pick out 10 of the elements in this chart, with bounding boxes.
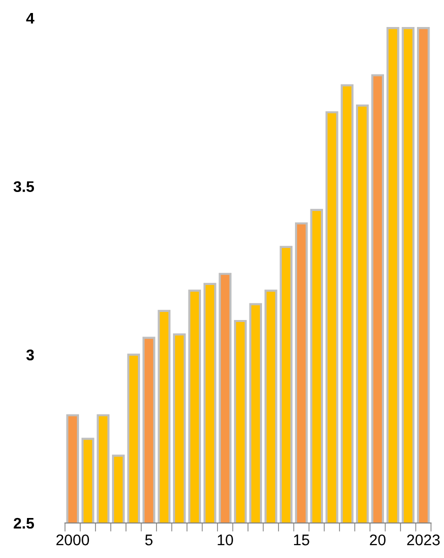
y-tick-label: 3 xyxy=(26,350,34,360)
y-tick-label: 3.5 xyxy=(14,181,34,192)
x-tick-label: 20 xyxy=(370,534,386,546)
x-tick-label: 2000 xyxy=(56,534,90,546)
x-tick-label: 10 xyxy=(218,534,234,546)
x-tick-label: 5 xyxy=(145,534,152,546)
y-tick-label: 2.5 xyxy=(14,518,34,529)
y-tick-label: 4 xyxy=(26,13,34,24)
x-tick-label: 2023 xyxy=(407,534,440,546)
x-tick-label: 15 xyxy=(294,534,310,546)
